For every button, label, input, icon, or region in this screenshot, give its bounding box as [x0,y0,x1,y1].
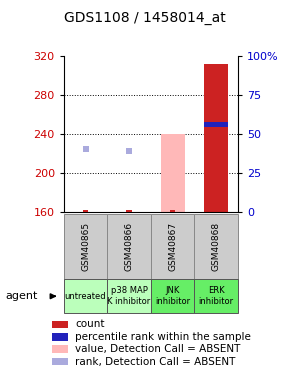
Text: ERK
inhibitor: ERK inhibitor [198,286,234,306]
Bar [83,210,88,212]
Text: value, Detection Call = ABSENT: value, Detection Call = ABSENT [75,344,241,354]
Bar [126,210,132,212]
Bar [204,122,228,127]
Text: untreated: untreated [65,292,106,301]
Text: GSM40868: GSM40868 [211,222,221,271]
Text: GSM40865: GSM40865 [81,222,90,271]
Text: JNK
inhibitor: JNK inhibitor [155,286,190,306]
Text: rank, Detection Call = ABSENT: rank, Detection Call = ABSENT [75,357,236,366]
Bar [161,134,184,212]
Text: p38 MAP
K inhibitor: p38 MAP K inhibitor [107,286,151,306]
Bar [204,64,228,212]
Text: agent: agent [6,291,38,301]
Text: GDS1108 / 1458014_at: GDS1108 / 1458014_at [64,11,226,25]
Text: count: count [75,320,105,329]
Bar [170,210,175,212]
Text: GSM40866: GSM40866 [124,222,134,271]
Text: GSM40867: GSM40867 [168,222,177,271]
Text: percentile rank within the sample: percentile rank within the sample [75,332,251,342]
